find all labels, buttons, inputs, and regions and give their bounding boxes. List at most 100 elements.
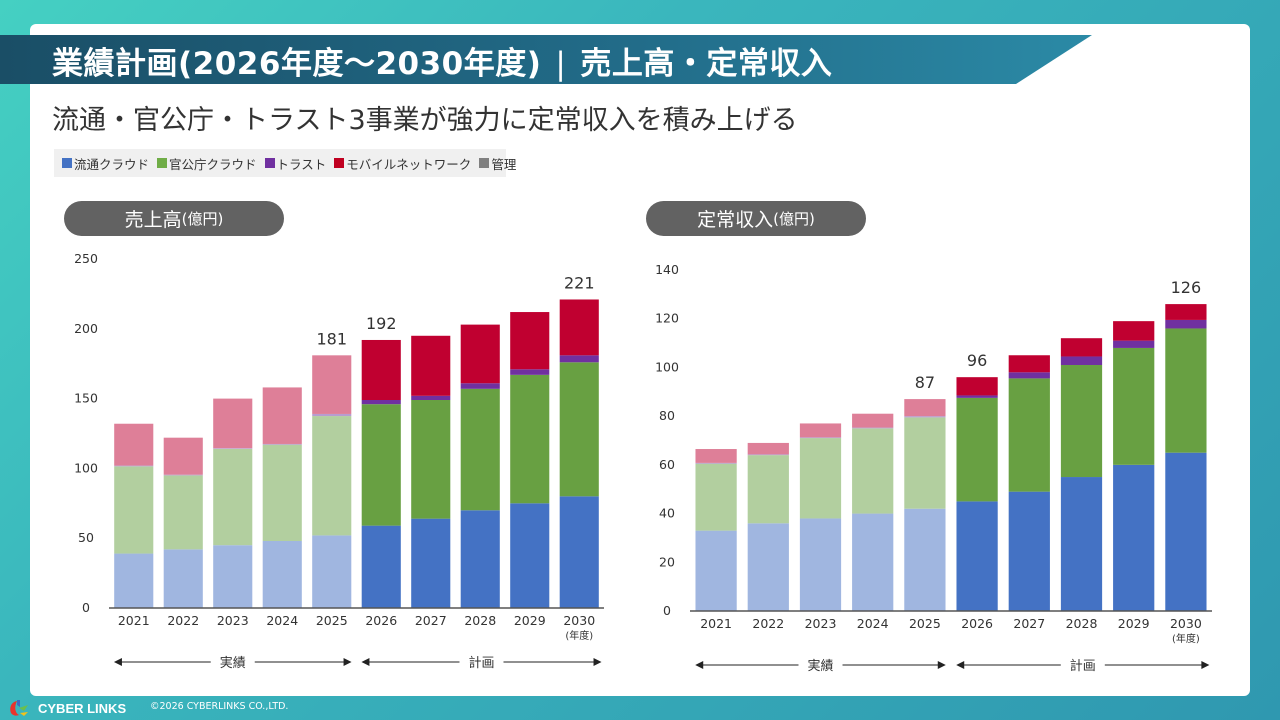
y-tick-label: 120 (655, 311, 679, 326)
bar-segment-2029-s1 (510, 374, 550, 504)
bar-segment-2021-s3 (695, 449, 737, 463)
bar-segment-2024-s2 (852, 427, 894, 429)
bar-segment-2023-s2 (799, 437, 842, 439)
bar-segment-2024-s1 (262, 444, 302, 541)
x-tick-label: 2024 (857, 616, 889, 631)
bar-segment-2029-s3 (510, 312, 550, 370)
x-tick-label: 2022 (752, 616, 784, 631)
bar-segment-2024-s0 (262, 540, 302, 608)
bar-segment-2025-s2 (904, 416, 946, 418)
y-tick-label: 140 (655, 262, 679, 277)
logo-icon (10, 700, 28, 716)
x-tick-label: 2022 (167, 613, 199, 628)
bar-segment-2028-s0 (1060, 477, 1103, 611)
bar-segment-2021-s1 (114, 466, 154, 554)
bar-segment-2023-s0 (799, 518, 842, 611)
bar-segment-2022-s0 (163, 549, 203, 608)
x-tick-label: 2025 (909, 616, 941, 631)
legend-swatch (157, 158, 168, 168)
period-label-plan: 計画 (1070, 658, 1096, 674)
legend-item-trust: トラスト (264, 154, 327, 173)
bar-segment-2025-s0 (312, 535, 352, 608)
bar-segment-2024-s3 (262, 387, 302, 444)
arrow-right-icon (1201, 661, 1210, 669)
bar-segment-2029-s2 (1113, 340, 1155, 348)
recurring-title-unit: (億円) (773, 210, 815, 228)
x-tick-label: 2023 (217, 613, 249, 628)
bar-segment-2026-s1 (361, 404, 401, 526)
bar-segment-2021-s0 (695, 530, 737, 611)
bar-segment-2030-s1 (559, 362, 599, 497)
legend-swatch (62, 158, 72, 168)
title-band (0, 35, 1092, 84)
bar-segment-2027-s3 (411, 335, 451, 396)
recurring-chart-title: 定常収入 (億円) (646, 201, 866, 236)
y-tick-label: 200 (74, 321, 98, 336)
bar-segment-2027-s2 (411, 395, 451, 400)
bar-segment-2025-s3 (312, 355, 352, 414)
bar-segment-2022-s2 (747, 454, 789, 456)
y-tick-label: 20 (659, 554, 675, 569)
y-tick-label: 100 (74, 460, 98, 475)
sales-title-text: 売上高 (124, 209, 182, 231)
legend-label: 官公庁クラウド (169, 156, 257, 172)
y-tick-label: 40 (659, 506, 675, 521)
bar-segment-2026-s2 (361, 399, 401, 405)
total-label-2030: 221 (564, 273, 595, 292)
bar-segment-2026-s0 (361, 525, 401, 608)
total-label-2025: 181 (316, 329, 347, 348)
bar-segment-2027-s2 (1008, 372, 1050, 379)
period-label-actual: 実績 (220, 655, 246, 671)
bar-segment-2028-s3 (1060, 338, 1103, 357)
arrow-right-icon (937, 661, 946, 669)
x-tick-label: 2029 (1118, 616, 1150, 631)
bar-segment-2021-s2 (114, 465, 154, 467)
bar-segment-2021-s0 (114, 553, 154, 608)
bar-segment-2027-s0 (411, 518, 451, 608)
arrow-right-icon (593, 658, 602, 666)
bar-segment-2026-s2 (956, 395, 998, 398)
arrow-left-icon (113, 658, 122, 666)
bar-segment-2028-s2 (1060, 356, 1103, 365)
bar-segment-2030-s3 (559, 299, 599, 356)
legend-item-kankocho: 官公庁クラウド (157, 154, 257, 173)
bar-segment-2028-s1 (460, 388, 500, 511)
bar-segment-2025-s2 (312, 413, 352, 417)
y-tick-label: 250 (74, 251, 98, 266)
bar-segment-2025-s0 (904, 508, 946, 611)
y-tick-label: 60 (659, 457, 675, 472)
bar-segment-2030-s2 (559, 355, 599, 363)
x-tick-label: 2028 (1066, 616, 1098, 631)
bar-segment-2029-s3 (1113, 321, 1155, 341)
legend-swatch (334, 158, 345, 168)
arrow-left-icon (361, 658, 370, 666)
bar-segment-2022-s3 (747, 442, 789, 455)
bar-segment-2022-s3 (163, 437, 203, 475)
bar-segment-2029-s1 (1113, 347, 1155, 465)
bar-segment-2025-s1 (312, 416, 352, 536)
bar-segment-2027-s3 (1008, 355, 1050, 373)
legend-label: トラスト (276, 156, 327, 172)
legend-swatch (479, 158, 490, 168)
bar-segment-2029-s2 (510, 369, 550, 375)
bar-segment-2027-s0 (1008, 491, 1050, 611)
bar-segment-2027-s1 (1008, 378, 1050, 492)
bar-segment-2028-s1 (1060, 364, 1103, 478)
legend-swatch (264, 158, 275, 168)
x-tick-label: 2026 (961, 616, 993, 631)
bar-segment-2025-s1 (904, 417, 946, 509)
x-tick-label: 2030 (1170, 616, 1202, 631)
y-tick-label: 50 (78, 530, 94, 545)
bar-segment-2024-s0 (852, 513, 894, 611)
bar-segment-2030-s3 (1165, 304, 1207, 320)
bar-segment-2026-s1 (956, 397, 998, 502)
x-tick-label: 2026 (365, 613, 397, 628)
y-tick-label: 0 (663, 603, 671, 618)
total-label-2026: 96 (967, 351, 987, 370)
y-tick-label: 150 (74, 391, 98, 406)
x-tick-label: 2021 (700, 616, 732, 631)
x-tick-label: 2029 (514, 613, 546, 628)
bar-segment-2026-s0 (956, 501, 998, 611)
title-main: 業績計画(2026年度～2030年度) (52, 46, 542, 82)
